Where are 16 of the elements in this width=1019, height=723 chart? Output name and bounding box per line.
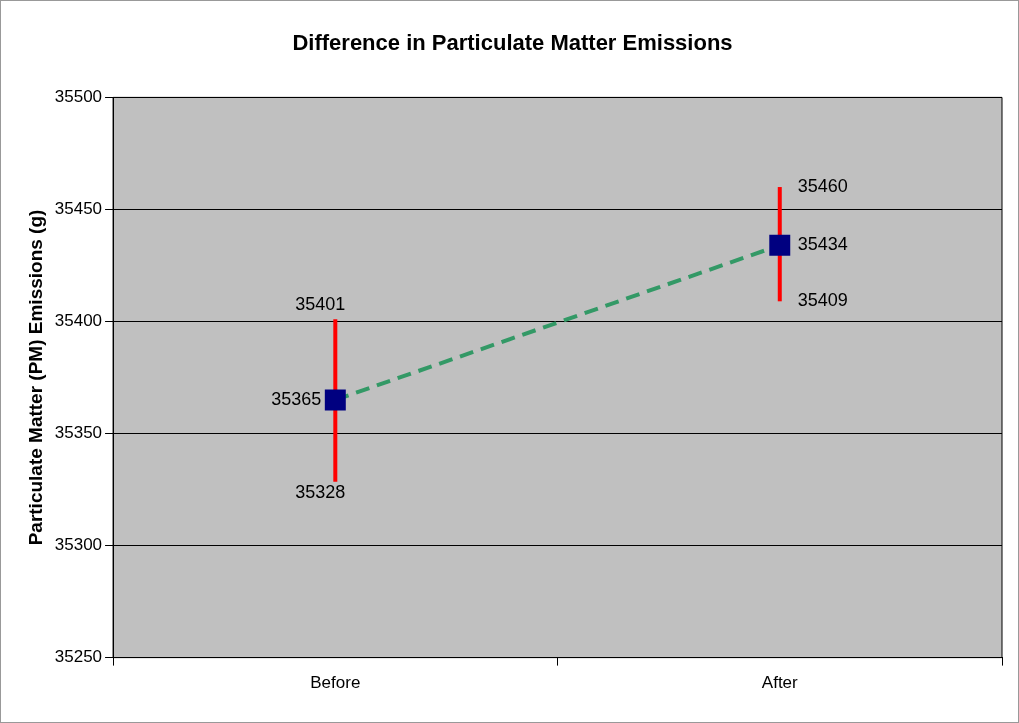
y-tick-label: 35250 xyxy=(54,647,103,667)
y-tick-label: 35450 xyxy=(54,199,103,219)
y-tick-label: 35500 xyxy=(54,87,103,107)
annotation: 35409 xyxy=(797,290,848,311)
y-axis-title: Particulate Matter (PM) Emissions (g) xyxy=(24,209,46,546)
chart-title: Difference in Particulate Matter Emissions xyxy=(292,30,733,56)
y-tick-label: 35300 xyxy=(54,535,103,555)
data-label: 35365 xyxy=(271,388,322,409)
y-tick-label: 35400 xyxy=(54,311,103,331)
x-tick-label: Before xyxy=(310,673,361,693)
annotation: 35328 xyxy=(295,481,346,502)
annotation: 35460 xyxy=(797,176,848,196)
y-tick-label: 35350 xyxy=(54,423,103,443)
annotation: 35401 xyxy=(295,294,346,315)
x-tick-label: After xyxy=(761,673,799,693)
data-label: 35434 xyxy=(797,234,848,255)
